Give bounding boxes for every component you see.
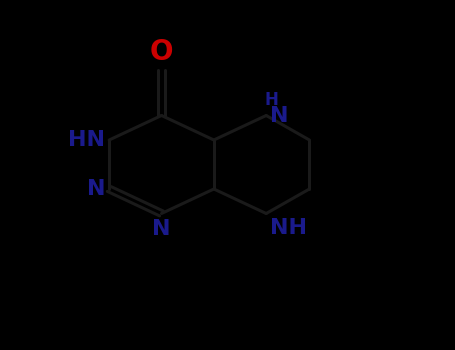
- Text: N: N: [152, 219, 171, 239]
- Text: N: N: [270, 106, 288, 126]
- Text: O: O: [150, 38, 173, 66]
- Text: H: H: [265, 91, 278, 109]
- Text: HN: HN: [68, 130, 105, 150]
- Text: NH: NH: [270, 218, 307, 238]
- Text: N: N: [87, 179, 106, 199]
